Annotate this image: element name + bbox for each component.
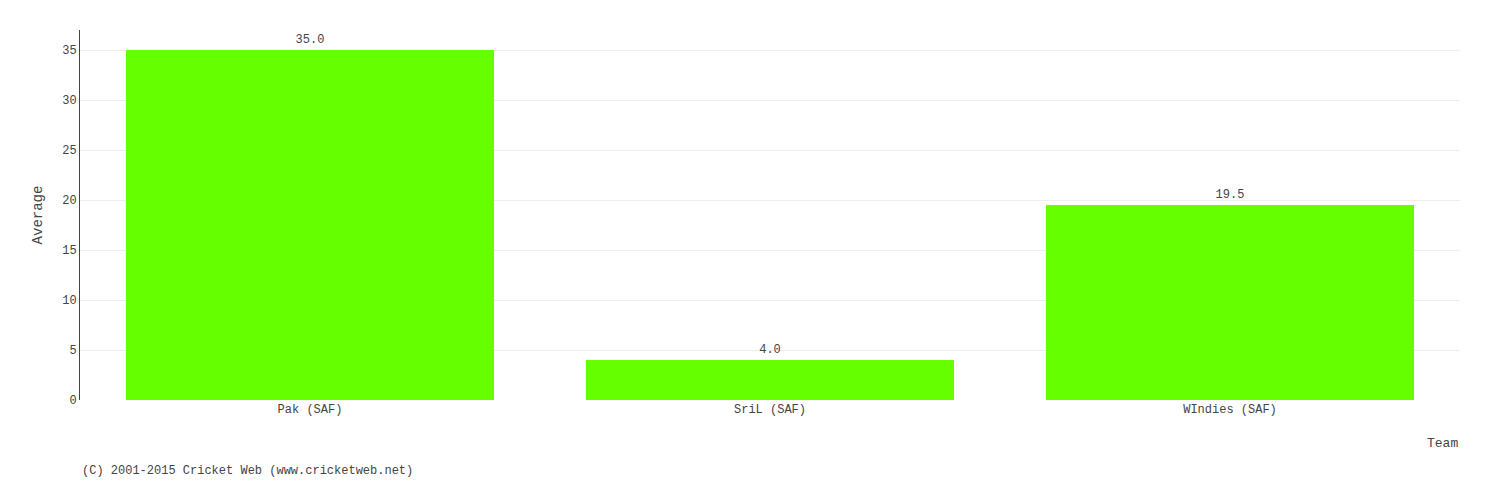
svg-text:(C) 2001-2015 Cricket Web (www: (C) 2001-2015 Cricket Web (www.cricketwe… [82,464,413,478]
svg-text:WIndies (SAF): WIndies (SAF) [1183,403,1277,417]
svg-text:19.5: 19.5 [1216,188,1245,202]
svg-text:Pak (SAF): Pak (SAF) [278,403,343,417]
svg-text:30: 30 [62,94,76,108]
svg-text:Average: Average [30,186,46,245]
svg-text:5: 5 [69,344,76,358]
svg-text:35: 35 [62,44,76,58]
svg-text:35.0: 35.0 [296,33,325,47]
svg-text:25: 25 [62,144,76,158]
svg-text:15: 15 [62,244,76,258]
svg-text:20: 20 [62,194,76,208]
svg-text:0: 0 [69,394,76,408]
svg-text:10: 10 [62,294,76,308]
svg-text:SriL (SAF): SriL (SAF) [734,403,806,417]
svg-text:Team: Team [1427,436,1458,451]
svg-text:4.0: 4.0 [759,343,781,357]
